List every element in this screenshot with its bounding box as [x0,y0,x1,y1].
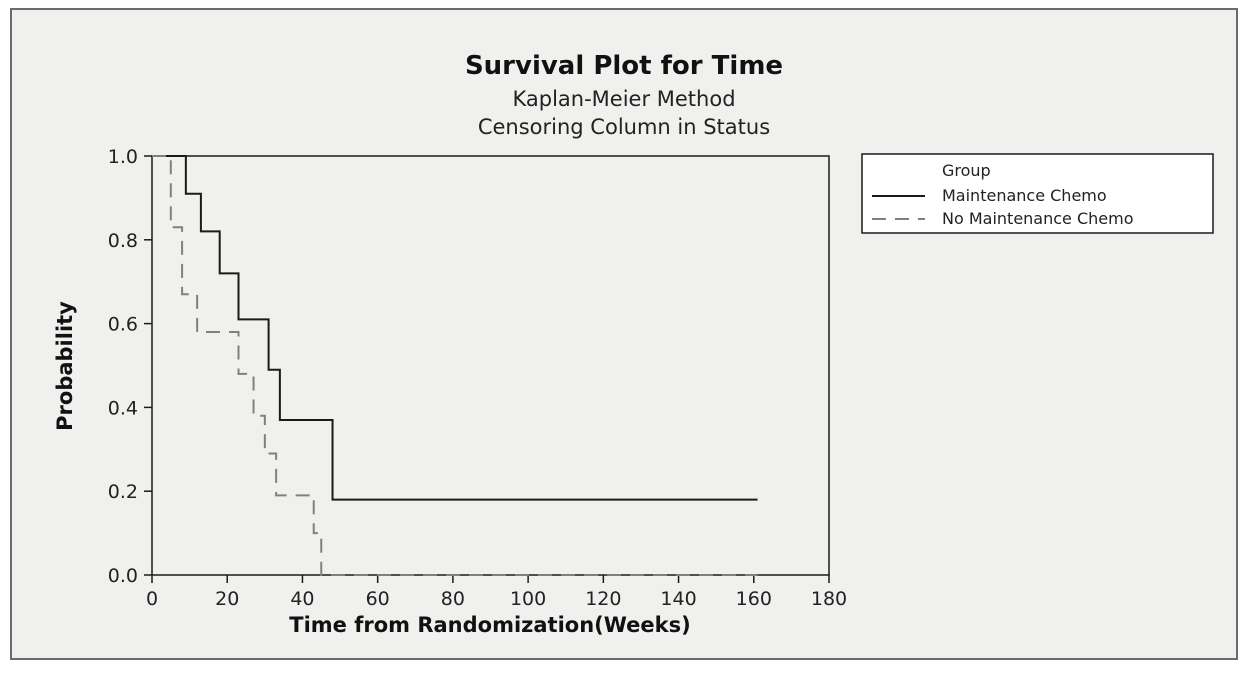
x-tick-label: 100 [510,588,546,610]
y-axis-label: Probability [53,301,77,431]
plot-area [151,155,830,576]
y-axis: 0.0 0.2 0.4 0.6 0.8 1.0 [108,146,152,587]
x-axis-label: Time from Randomization(Weeks) [289,613,690,637]
chart-frame: Survival Plot for Time Kaplan-Meier Meth… [10,8,1238,660]
legend: Group Maintenance Chemo No Maintenance C… [861,153,1214,234]
y-tick-label: 0.6 [108,314,138,336]
x-tick-label: 80 [441,588,465,610]
y-tick-label: 0.0 [108,565,138,587]
x-tick-label: 140 [660,588,696,610]
x-tick-label: 40 [290,588,314,610]
chart-title: Survival Plot for Time [465,51,783,81]
chart-subtitle-2: Censoring Column in Status [478,115,770,139]
y-tick-label: 0.8 [108,230,138,252]
series-line-maintenance [152,155,758,501]
legend-title: Group [942,161,991,180]
x-tick-label: 0 [146,588,158,610]
y-tick-label: 0.4 [108,397,138,419]
x-tick-label: 180 [811,588,847,610]
legend-entry-no-maintenance: No Maintenance Chemo [942,209,1134,228]
x-axis: 0 20 40 60 80 100 120 140 160 180 [146,575,847,610]
chart-subtitle-1: Kaplan-Meier Method [512,87,735,111]
x-tick-label: 120 [585,588,621,610]
survival-chart: Survival Plot for Time Kaplan-Meier Meth… [53,51,1214,637]
x-tick-label: 160 [736,588,772,610]
y-tick-label: 0.2 [108,481,138,503]
y-tick-label: 1.0 [108,146,138,168]
legend-entry-maintenance: Maintenance Chemo [942,186,1107,205]
series-line-no-maintenance [152,155,758,576]
series-layer [152,155,758,576]
x-tick-label: 60 [366,588,390,610]
x-tick-label: 20 [215,588,239,610]
